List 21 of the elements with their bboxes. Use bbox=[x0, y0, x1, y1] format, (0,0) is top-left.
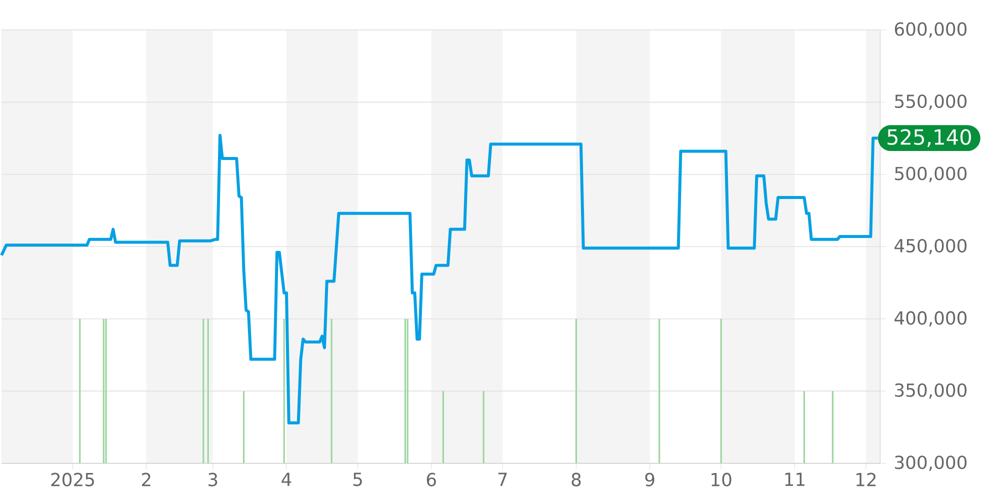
x-tick-label: 9 bbox=[645, 472, 654, 486]
x-tick-label: 7 bbox=[498, 472, 507, 486]
x-tick-label: 8 bbox=[572, 472, 581, 486]
annotation: 525,140 bbox=[888, 128, 971, 147]
x-tick-label: 10 bbox=[712, 472, 732, 486]
y-tick-label: 550,000 bbox=[895, 94, 967, 110]
y-tick-label: 400,000 bbox=[894, 311, 967, 326]
line-series bbox=[0, 134, 880, 424]
x-tick-label: 5 bbox=[353, 472, 362, 486]
x-tick-label: 2 bbox=[142, 472, 150, 486]
y-tick-label: 500,000 bbox=[895, 166, 967, 182]
x-tick-label: 6 bbox=[426, 472, 436, 486]
x-tick-label: 11 bbox=[785, 472, 804, 486]
x-tick-label: 2025 bbox=[51, 472, 94, 486]
x-tick-label: 12 bbox=[856, 472, 876, 486]
y-tick-label: 300,000 bbox=[895, 455, 967, 471]
x-tick-label: 4 bbox=[282, 472, 292, 486]
y-tick-label: 450,000 bbox=[894, 238, 967, 254]
y-tick-label: 350,000 bbox=[895, 383, 967, 399]
x-tick-label: 3 bbox=[208, 472, 218, 486]
y-tick-label: 600,000 bbox=[894, 22, 967, 38]
